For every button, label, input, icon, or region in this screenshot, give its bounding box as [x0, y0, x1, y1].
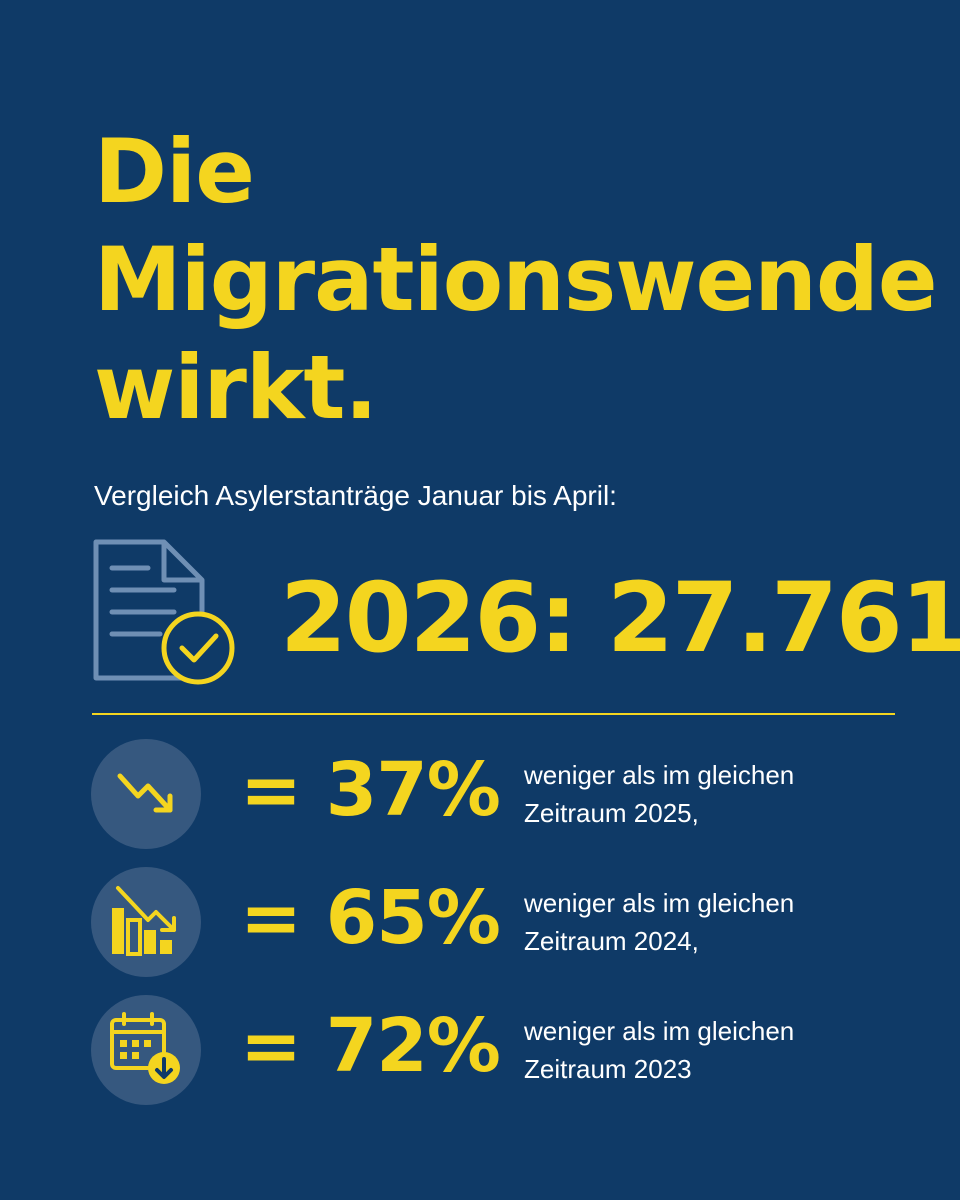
comparison-row: = 72% weniger als im gleichen Zeitraum 2… [0, 994, 960, 1124]
percent-value: = 65% [240, 875, 501, 961]
headline-line-3: wirkt. [94, 336, 378, 439]
trend-down-icon [90, 738, 202, 850]
headline-line-2: Migrationswende [94, 228, 938, 331]
divider [92, 713, 895, 715]
description-line-1: weniger als im gleichen [524, 888, 795, 918]
comparison-description: weniger als im gleichen Zeitraum 2024, [524, 884, 794, 960]
calendar-download-icon [90, 994, 202, 1106]
comparison-description: weniger als im gleichen Zeitraum 2025, [524, 756, 794, 832]
comparison-row: = 37% weniger als im gleichen Zeitraum 2… [0, 738, 960, 868]
document-check-icon [92, 538, 242, 688]
comparison-row: = 65% weniger als im gleichen Zeitraum 2… [0, 866, 960, 996]
description-line-2: Zeitraum 2023 [524, 1054, 692, 1084]
total-applications-2026: 2026: 27.761 [280, 562, 960, 674]
subtitle: Vergleich Asylerstanträge Januar bis Apr… [94, 480, 617, 511]
comparison-description: weniger als im gleichen Zeitraum 2023 [524, 1012, 794, 1088]
percent-value: = 37% [240, 747, 501, 833]
bar-chart-down-icon [90, 866, 202, 978]
description-line-2: Zeitraum 2024, [524, 926, 699, 956]
headline: Die Migrationswende wirkt. [94, 118, 938, 442]
description-line-1: weniger als im gleichen [524, 760, 795, 790]
percent-value: = 72% [240, 1003, 501, 1089]
description-line-2: Zeitraum 2025, [524, 798, 699, 828]
description-line-1: weniger als im gleichen [524, 1016, 795, 1046]
headline-line-1: Die [94, 120, 255, 223]
